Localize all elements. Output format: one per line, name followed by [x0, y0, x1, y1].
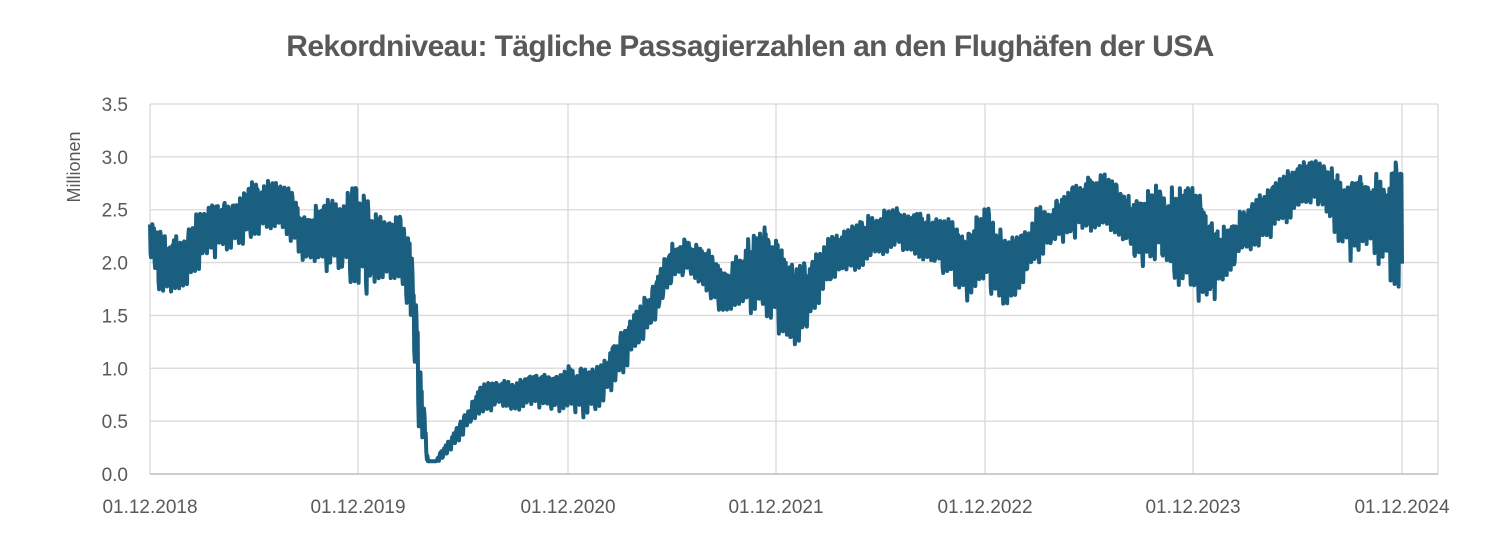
x-tick-label: 01.12.2024 [1354, 497, 1450, 518]
x-tick-label: 01.12.2020 [520, 497, 615, 518]
y-tick-label: 1.0 [102, 359, 128, 380]
x-axis-ticks: 01.12.2018 01.12.2019 01.12.2020 01.12.2021… [102, 497, 1450, 518]
y-tick-label: 2.5 [102, 201, 128, 222]
x-tick-label: 01.12.2019 [310, 497, 405, 518]
x-tick-label: 01.12.2021 [728, 497, 823, 518]
x-tick-label: 01.12.2022 [937, 497, 1032, 518]
y-tick-label: 3.0 [102, 148, 128, 169]
x-tick-label: 01.12.2023 [1145, 497, 1240, 518]
y-axis-label: Millionen [64, 131, 84, 202]
series-line [148, 159, 1404, 464]
data-series [148, 159, 1404, 464]
y-axis-ticks: 0.0 0.5 1.0 1.5 2.0 2.5 3.0 3.5 [102, 95, 128, 486]
y-tick-label: 0.5 [102, 412, 128, 433]
x-tick-label: 01.12.2018 [102, 497, 197, 518]
y-tick-label: 3.5 [102, 95, 128, 116]
chart-title: Rekordniveau: Tägliche Passagierzahlen a… [286, 30, 1214, 63]
y-tick-label: 2.0 [102, 254, 128, 275]
y-tick-label: 0.0 [102, 465, 128, 486]
y-tick-label: 1.5 [102, 306, 128, 327]
gridlines [149, 103, 1439, 475]
